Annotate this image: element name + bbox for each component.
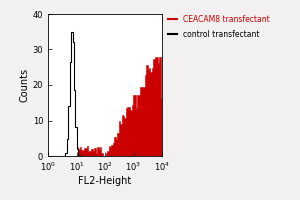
X-axis label: FL2-Height: FL2-Height xyxy=(78,176,132,186)
Legend: CEACAM8 transfectant, control transfectant: CEACAM8 transfectant, control transfecta… xyxy=(168,15,270,39)
Y-axis label: Counts: Counts xyxy=(20,68,30,102)
